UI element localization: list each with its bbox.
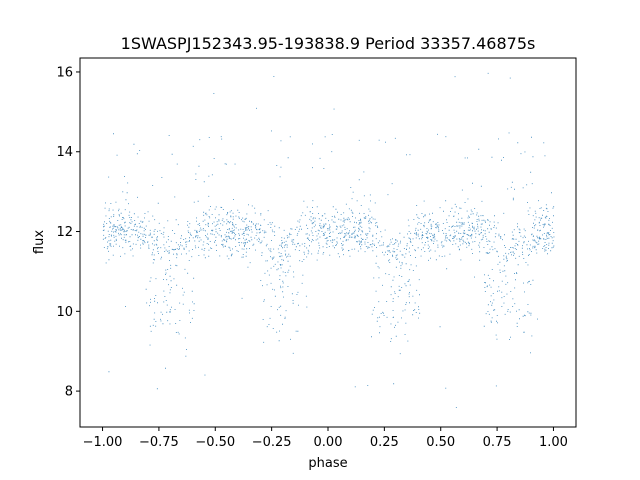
x-tick-label: −0.50 [195, 435, 235, 450]
x-tick-label: −1.00 [83, 435, 123, 450]
y-tick-label: 16 [56, 65, 73, 80]
y-tick-label: 12 [56, 225, 73, 240]
y-tick-label: 14 [56, 145, 73, 160]
x-tick-label: 0.50 [426, 435, 455, 450]
x-axis: −1.00 −0.75 −0.50 −0.25 0.00 0.25 0.50 0.75 1.00 [83, 427, 568, 450]
x-tick-label: −0.25 [252, 435, 292, 450]
y-tick-label: 10 [56, 305, 73, 320]
x-tick-label: 0.25 [370, 435, 399, 450]
y-axis-label: flux [32, 230, 47, 254]
y-axis: 8 10 12 14 16 [56, 65, 80, 400]
x-axis-label: phase [308, 456, 347, 471]
x-tick-label: 1.00 [539, 435, 568, 450]
x-tick-label: −0.75 [139, 435, 179, 450]
x-tick-label: 0.00 [314, 435, 343, 450]
scatter-points [102, 72, 555, 409]
y-tick-label: 8 [65, 385, 73, 400]
x-tick-label: 0.75 [483, 435, 512, 450]
data-points [102, 72, 555, 409]
plot-frame [79, 57, 577, 428]
chart-title: 1SWASPJ152343.95-193838.9 Period 33357.4… [121, 34, 536, 53]
